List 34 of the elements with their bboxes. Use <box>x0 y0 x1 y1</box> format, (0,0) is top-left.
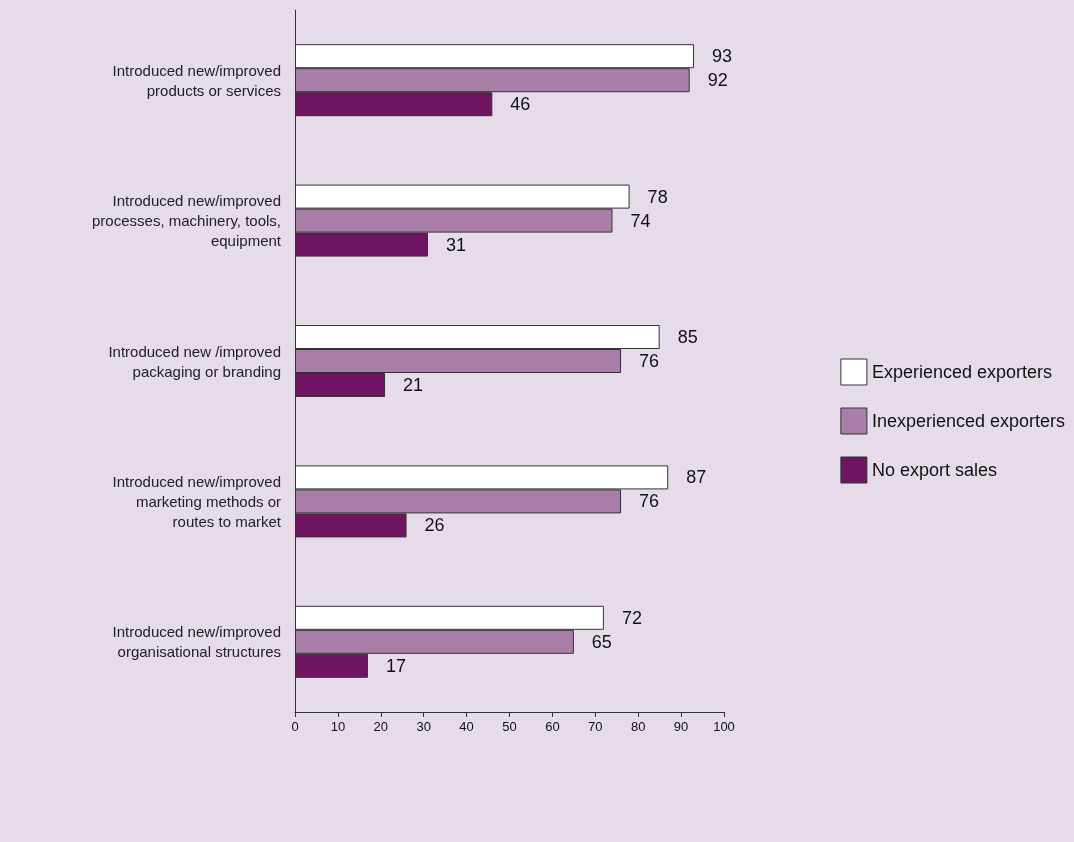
data-label: 74 <box>630 210 651 231</box>
data-label: 92 <box>707 70 728 91</box>
x-tick-label: 10 <box>330 719 346 734</box>
data-label: 72 <box>621 607 642 628</box>
data-label: 65 <box>591 631 612 652</box>
data-label: 85 <box>677 327 698 347</box>
y-tick-label: Introduced new/improved marketing methods or routes to market <box>112 472 282 530</box>
data-label: 78 <box>647 186 668 207</box>
legend-label: Inexperienced exporters <box>871 411 1066 431</box>
legend-label: No export sales <box>871 460 997 480</box>
x-tick-label: 30 <box>416 719 431 734</box>
x-tick-label: 80 <box>630 719 646 734</box>
legend-label: Experienced exporters <box>871 362 1052 382</box>
data-label: 31 <box>445 234 467 255</box>
x-tick-label: 60 <box>545 719 560 734</box>
x-tick-label: 20 <box>373 719 389 734</box>
x-tick-label: 90 <box>673 719 689 734</box>
data-label: 46 <box>510 94 531 115</box>
x-tick-label: 50 <box>502 719 517 734</box>
x-tick-label: 0 <box>291 719 299 734</box>
y-tick-label: Introduced new/improved products or services <box>112 61 281 99</box>
data-label: 21 <box>403 375 424 395</box>
x-tick-label: 70 <box>588 719 603 734</box>
x-tick-label: 40 <box>459 719 474 734</box>
data-label: 87 <box>686 467 707 488</box>
data-label: 26 <box>424 515 445 536</box>
y-tick-label: Introduced new/improved organisational structures <box>112 623 281 661</box>
data-label: 17 <box>385 655 406 676</box>
y-tick-label: Introduced new/improved processes, machinery, tools, equipment <box>92 192 282 250</box>
y-tick-label: Introduced new /improved packaging or branding <box>108 342 281 380</box>
data-label: 76 <box>639 491 660 512</box>
x-tick-label: 100 <box>713 719 735 734</box>
data-label: 76 <box>639 351 660 371</box>
data-label: 93 <box>711 46 732 67</box>
